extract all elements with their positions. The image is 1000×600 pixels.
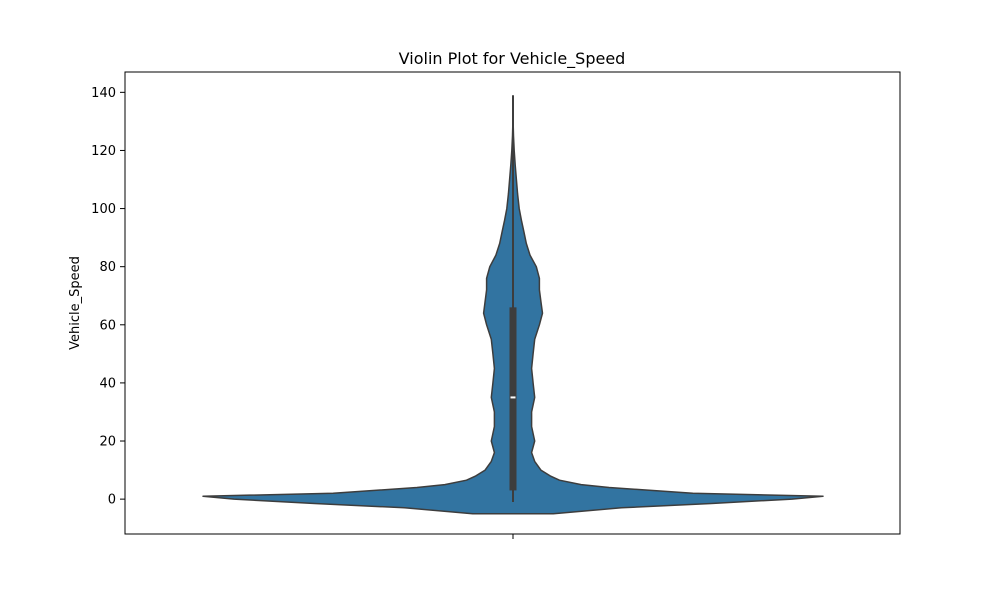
y-axis-label: Vehicle_Speed [68,256,83,350]
y-tick-label: 60 [99,318,116,333]
iqr-box [509,307,517,491]
y-tick-label: 40 [99,376,116,391]
y-tick-label: 0 [108,493,116,508]
chart-title: Violin Plot for Vehicle_Speed [399,49,626,69]
y-axis-ticks: 0 20 40 60 80 100 120 140 [91,86,125,508]
plot-marks [202,95,824,515]
y-tick-label: 120 [91,144,116,159]
y-tick-label: 80 [99,260,116,275]
y-tick-label: 20 [99,435,116,450]
y-tick-label: 100 [91,202,116,217]
y-tick-label: 140 [91,86,116,101]
